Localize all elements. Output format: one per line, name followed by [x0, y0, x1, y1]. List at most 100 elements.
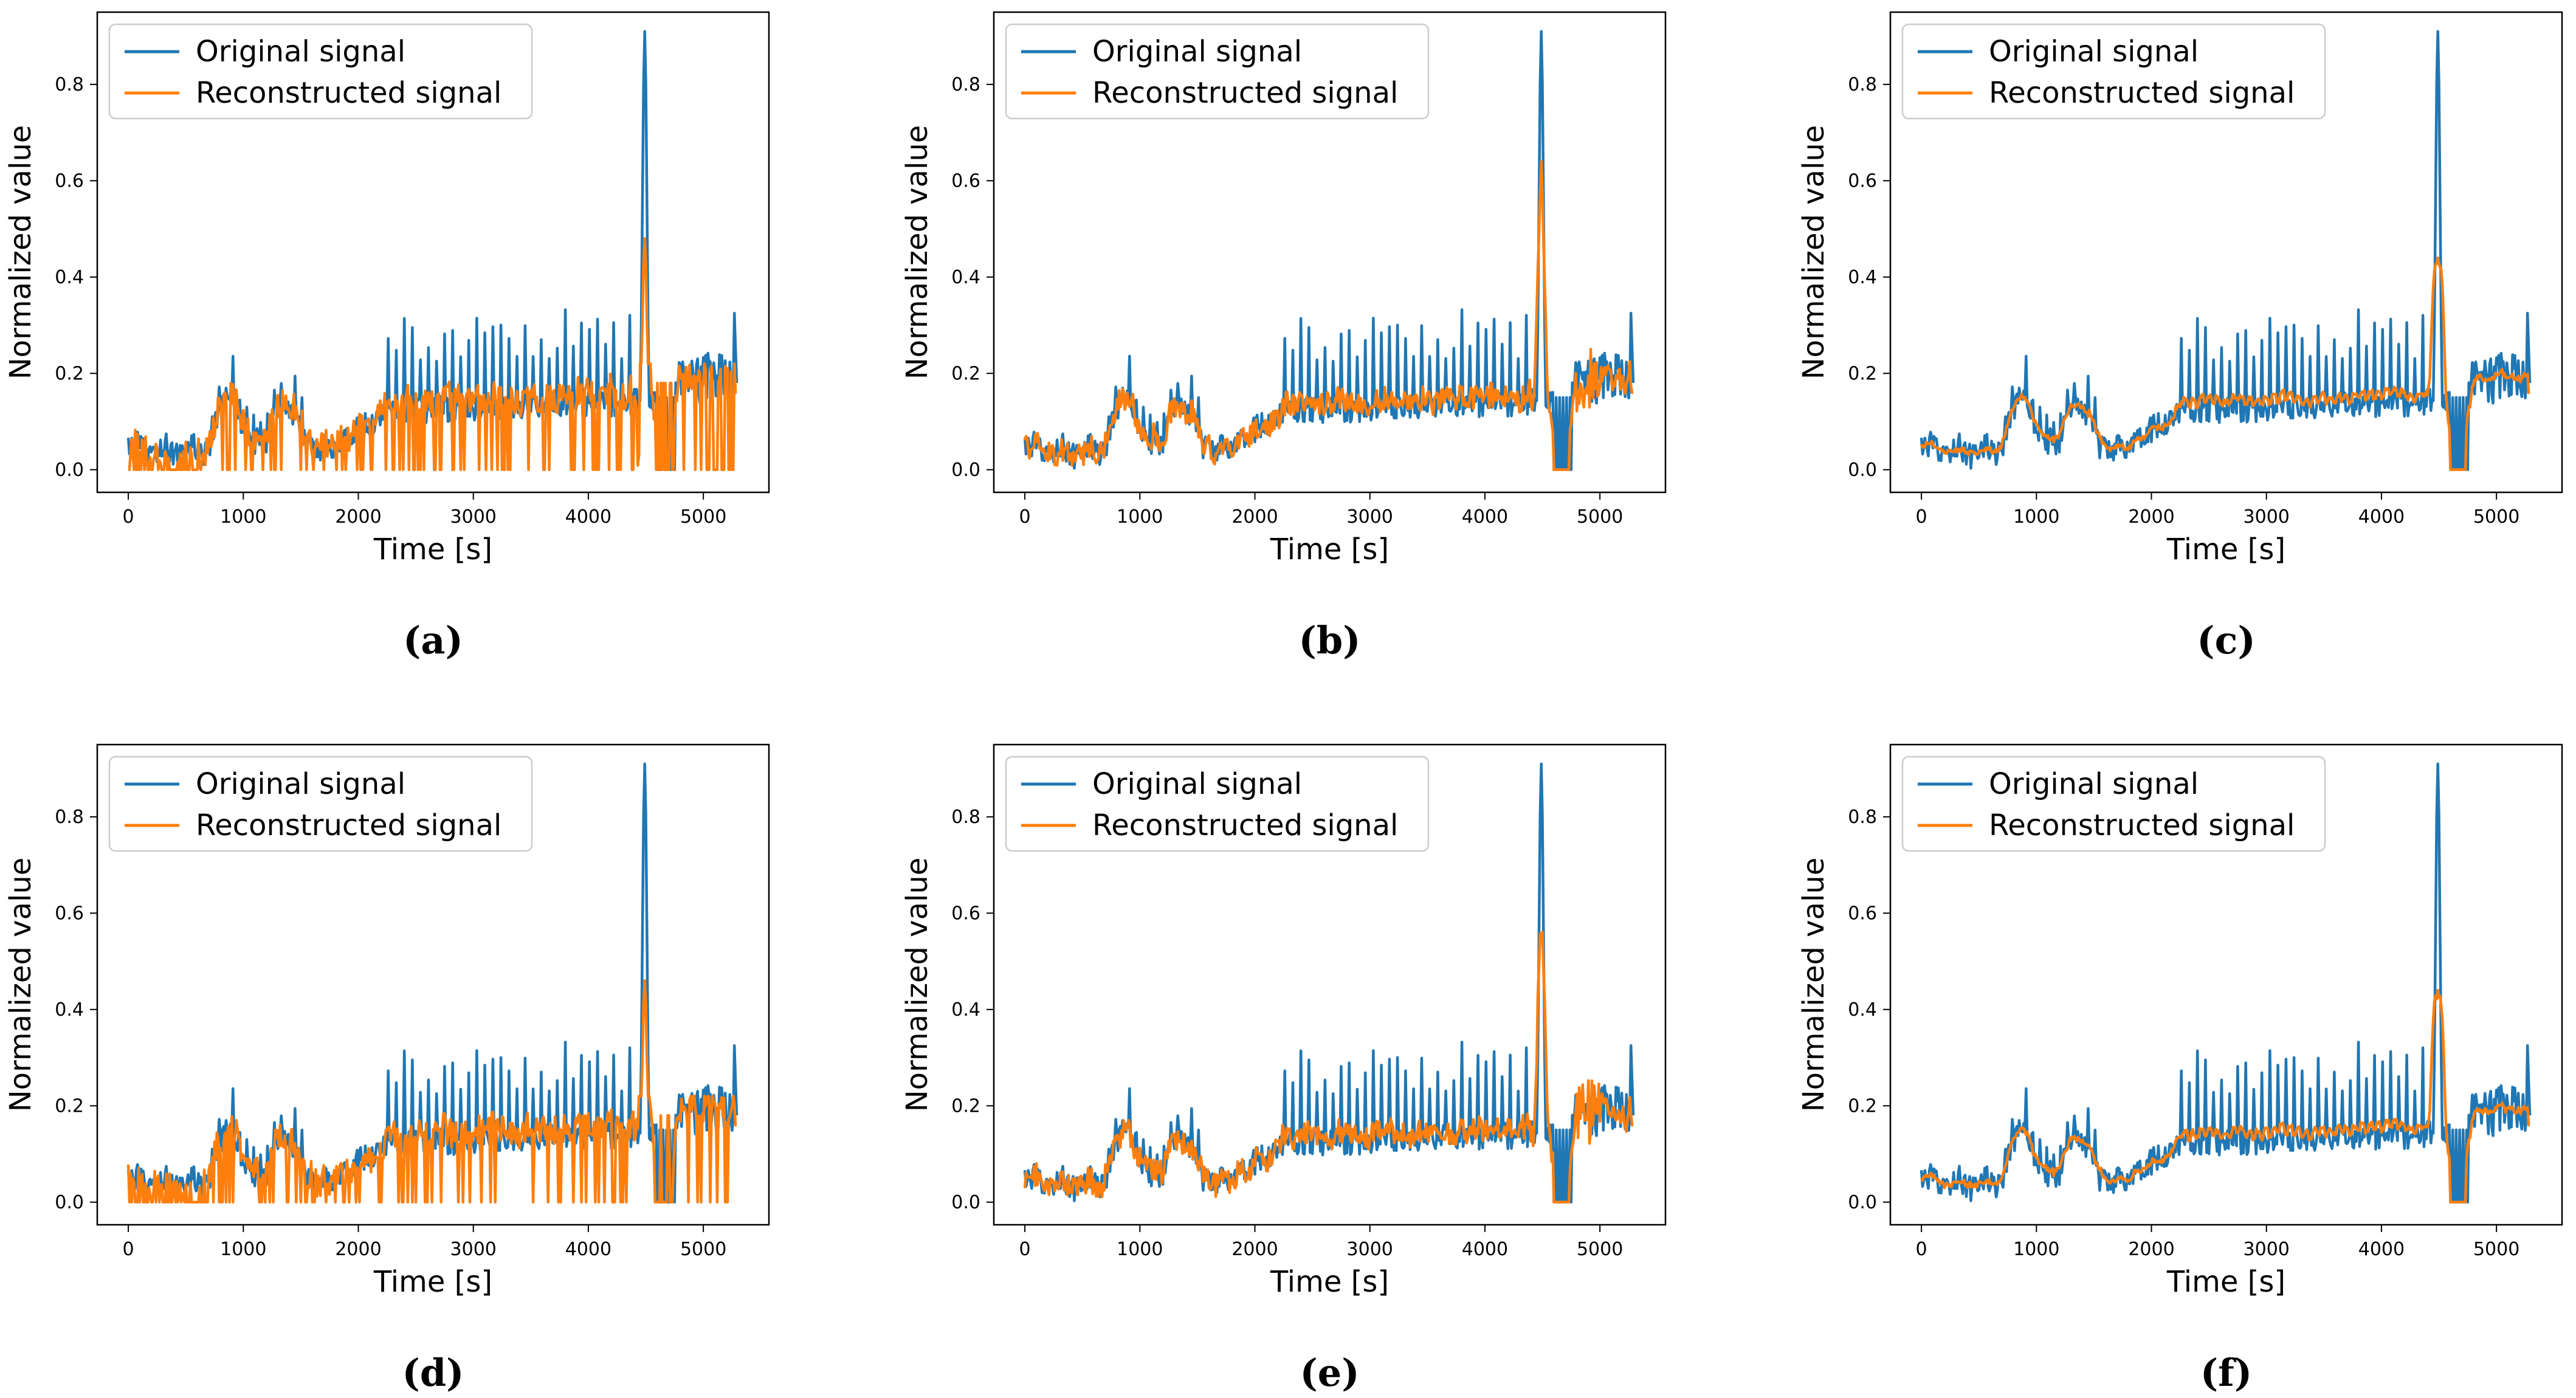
y-tick-label: 0.0 [55, 460, 84, 481]
x-tick-label: 3000 [450, 506, 497, 528]
y-tick-label: 0.6 [1848, 170, 1877, 191]
y-tick-label: 0.6 [55, 170, 84, 191]
y-tick-label: 0.2 [55, 1095, 84, 1117]
chart-panel-e: 0 1000 2000 3000 4000 5000 0.0 0.2 0.4 0.6 0.8 Time… [900, 743, 1667, 1395]
legend-box [108, 23, 533, 120]
series-line-reconstructed [1023, 160, 1634, 472]
x-tick-label: 0 [123, 1239, 134, 1260]
x-tick-label: 5000 [2473, 506, 2519, 528]
y-tick-label: 0.4 [1848, 267, 1877, 288]
x-tick-label: 5000 [1577, 1239, 1623, 1260]
y-tick-label: 0.8 [55, 807, 84, 828]
axes-frame [1889, 11, 2563, 494]
plot-area [126, 30, 739, 472]
y-axis-label: Normalized value [4, 858, 38, 1112]
y-tick-label: 0.6 [951, 170, 980, 191]
legend: Original signal Reconstructed signal [1901, 23, 2326, 120]
plot-area [1920, 762, 2532, 1204]
y-tick-label: 0.4 [1848, 999, 1877, 1021]
legend-label: Original signal [1092, 767, 1302, 801]
chart-panel-f: 0 1000 2000 3000 4000 5000 0.0 0.2 0.4 0.6 0.8 Time… [1797, 743, 2563, 1395]
x-tick-label: 5000 [680, 1239, 726, 1260]
legend-label: Reconstructed signal [1989, 808, 2295, 842]
x-tick-label: 5000 [2473, 1239, 2519, 1260]
x-tick-label: 0 [123, 506, 134, 528]
y-axis-label: Normalized value [900, 858, 934, 1112]
panel-caption: (a) [403, 618, 463, 663]
y-tick-label: 0.0 [55, 1192, 84, 1213]
x-axis-label: Time [s] [373, 1265, 492, 1299]
y-axis-label: Normalized value [1797, 858, 1831, 1112]
x-tick-label: 2000 [2128, 506, 2174, 528]
x-tick-label: 4000 [1462, 1239, 1508, 1260]
x-tick-label: 2000 [1231, 1239, 1278, 1260]
x-tick-label: 2000 [2128, 1239, 2174, 1260]
axes-frame [993, 11, 1667, 494]
chart-panel-d: 0 1000 2000 3000 4000 5000 0.0 0.2 0.4 0.6 0.8 Time… [4, 743, 770, 1395]
axes-frame [1889, 743, 2563, 1226]
x-tick-label: 1000 [2013, 506, 2059, 528]
legend-label: Original signal [1989, 767, 2199, 801]
legend-label: Reconstructed signal [1092, 808, 1398, 842]
x-tick-label: 4000 [2358, 1239, 2405, 1260]
x-tick-label: 5000 [1577, 506, 1623, 528]
y-tick-label: 0.8 [951, 74, 980, 95]
legend: Original signal Reconstructed signal [108, 23, 533, 120]
x-tick-label: 1000 [1117, 1239, 1163, 1260]
y-tick-label: 0.2 [951, 363, 980, 384]
x-tick-label: 4000 [1462, 506, 1508, 528]
panel-caption: (f) [2200, 1351, 2252, 1395]
x-tick-label: 3000 [1347, 1239, 1393, 1260]
series-line-reconstructed [1920, 256, 2530, 472]
x-tick-label: 1000 [220, 1239, 266, 1260]
panel-caption: (e) [1300, 1351, 1359, 1395]
legend: Original signal Reconstructed signal [108, 756, 533, 852]
x-tick-label: 2000 [335, 1239, 381, 1260]
legend-box [1901, 756, 2326, 852]
y-tick-label: 0.2 [951, 1095, 980, 1117]
y-tick-label: 0.2 [55, 363, 84, 384]
x-tick-label: 3000 [1347, 506, 1393, 528]
legend-box [1901, 23, 2326, 120]
x-tick-label: 4000 [565, 506, 611, 528]
y-tick-label: 0.0 [951, 460, 980, 481]
legend-label: Original signal [196, 767, 405, 801]
y-tick-label: 0.6 [55, 903, 84, 924]
legend: Original signal Reconstructed signal [1901, 756, 2326, 852]
legend-box [108, 756, 533, 852]
y-tick-label: 0.6 [951, 903, 980, 924]
chart-panel-a: 0 1000 2000 3000 4000 5000 0.0 0.2 0.4 0.6 0.8 Time… [4, 11, 770, 663]
y-axis-label: Normalized value [900, 125, 934, 380]
series-line-reconstructed [1920, 988, 2530, 1204]
x-axis-label: Time [s] [1270, 1265, 1389, 1299]
plot-area [1023, 30, 1635, 472]
plot-area [1920, 30, 2532, 472]
y-tick-label: 0.4 [55, 267, 84, 288]
panel-caption: (c) [2197, 618, 2255, 663]
axes-frame [993, 743, 1667, 1226]
x-tick-label: 0 [1019, 1239, 1031, 1260]
legend-label: Original signal [1092, 35, 1302, 69]
y-tick-label: 0.0 [951, 1192, 980, 1213]
y-tick-label: 0.4 [951, 999, 980, 1021]
axes-frame [96, 11, 770, 494]
legend-label: Reconstructed signal [196, 76, 501, 110]
chart-panel-c: 0 1000 2000 3000 4000 5000 0.0 0.2 0.4 0.6 0.8 Time… [1797, 11, 2563, 663]
x-tick-label: 1000 [220, 506, 266, 528]
legend-box [1005, 23, 1430, 120]
plot-area [1023, 762, 1635, 1204]
axes-frame [96, 743, 770, 1226]
legend-label: Reconstructed signal [1092, 76, 1398, 110]
x-tick-label: 1000 [2013, 1239, 2059, 1260]
legend-label: Reconstructed signal [196, 808, 501, 842]
plot-area [126, 762, 739, 1204]
y-axis-label: Normalized value [4, 125, 38, 380]
x-tick-label: 5000 [680, 506, 726, 528]
x-axis-label: Time [s] [1270, 532, 1389, 566]
x-axis-label: Time [s] [373, 532, 492, 566]
legend: Original signal Reconstructed signal [1005, 756, 1430, 852]
y-tick-label: 0.8 [1848, 807, 1877, 828]
legend-box [1005, 756, 1430, 852]
x-axis-label: Time [s] [2166, 532, 2285, 566]
